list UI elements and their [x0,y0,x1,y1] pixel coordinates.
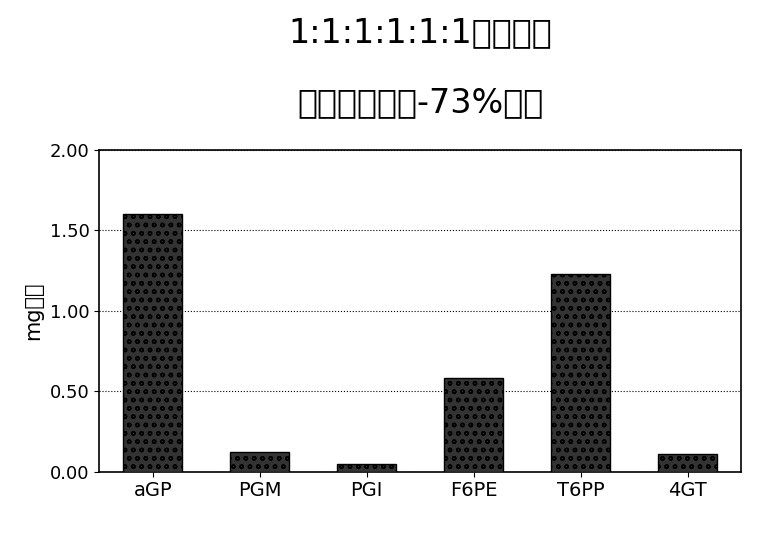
Bar [124,214,183,472]
Text: 按可溶活性计-73%活性: 按可溶活性计-73%活性 [297,86,543,119]
Bar [658,454,717,472]
Bar [445,378,503,472]
Y-axis label: mg用量: mg用量 [23,281,43,340]
Text: 1:1:1:1:1:1酶负载量: 1:1:1:1:1:1酶负载量 [288,16,552,49]
Bar [551,274,610,472]
Bar [231,452,289,472]
Bar [338,464,397,472]
